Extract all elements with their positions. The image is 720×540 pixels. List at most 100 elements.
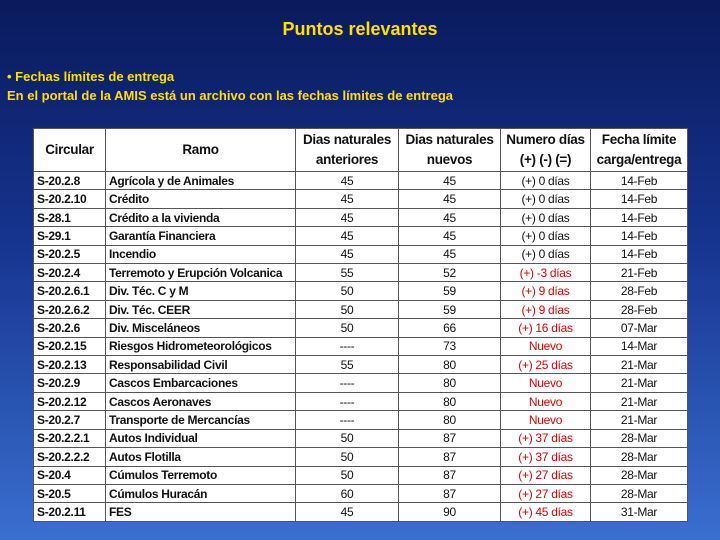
table-cell: (+) 9 días [500,281,591,301]
table-cell: S-20.2.5 [33,244,106,265]
table-cell: 45 [398,189,501,209]
table-cell: 80 [398,391,501,412]
table-cell: S-20.2.2.2 [33,447,106,467]
table-cell: 59 [398,299,501,320]
table-cell: (+) 16 días [500,318,591,338]
table-cell: 50 [295,318,399,338]
table-cell: Nuevo [500,336,591,357]
table-row: S-20.2.8 Agrícola y de Animales 45 45 (+) 0 … [33,170,688,191]
table-cell: 21-Mar [590,410,688,430]
table-row: S-20.2.11 FES 45 90 (+) 45 días 31-Mar [33,502,688,522]
table-cell: Nuevo [500,373,591,393]
table-cell: 90 [398,502,501,522]
table-cell: Garantía Financiera [105,226,296,246]
table-cell: Incendio [105,244,296,265]
table-cell: Cascos Aeronaves [105,391,296,412]
table-cell: 07-Mar [590,318,688,338]
table-cell: S-20.2.7 [33,410,106,430]
table-cell: 50 [295,299,399,320]
table-cell: ---- [295,391,399,412]
table-cell: 28-Mar [590,428,688,449]
table-row: S-20.2.12 Cascos Aeronaves ---- 80 Nuevo 21-M… [33,391,688,412]
table-cell: (+) 0 días [500,189,591,209]
table-cell: 31-Mar [590,502,688,522]
table-cell: (+) 0 días [500,170,591,191]
table-cell: (+) 0 días [500,207,591,228]
table-cell: 45 [295,170,399,191]
table-cell: 45 [398,226,501,246]
table-cell: 28-Mar [590,465,688,485]
table-cell: 14-Feb [590,207,688,228]
table-cell: 80 [398,373,501,393]
table-cell: (+) 25 días [500,355,591,375]
column-header: Fecha límite carga/entrega [590,128,688,172]
table-row: S-20.2.9 Cascos Embarcaciones ---- 80 Nuevo 2… [33,373,688,393]
table-cell: 21-Mar [590,391,688,412]
table-cell: 73 [398,336,501,357]
bullet: • Fechas límites de entrega [7,69,175,84]
table-cell: 28-Mar [590,447,688,467]
table-cell: (+) 37 días [500,428,591,449]
table-cell: 59 [398,281,501,301]
table-cell: 50 [295,428,399,449]
table-cell: S-20.2.2.1 [33,428,106,449]
table-cell: (+) 0 días [500,244,591,265]
table-cell: 80 [398,355,501,375]
table-row: S-29.1 Garantía Financiera 45 45 (+) 0 días 1… [33,226,688,246]
table-cell: ---- [295,373,399,393]
column-header: Dias naturales nuevos [398,128,501,172]
table-cell: 45 [295,226,399,246]
table-cell: S-20.2.13 [33,355,106,375]
table-cell: Crédito [105,189,296,209]
table-cell: 66 [398,318,501,338]
table-cell: 87 [398,465,501,485]
table-cell: Cúmulos Terremoto [105,465,296,485]
table-cell: 55 [295,263,399,283]
column-header: Circular [33,128,106,172]
subtitle: En el portal de la AMIS está un archivo … [7,88,453,103]
table-row: S-20.2.5 Incendio 45 45 (+) 0 días 14-Feb [33,244,688,265]
table-cell: S-20.2.10 [33,189,106,209]
table-cell: Cúmulos Huracán [105,483,296,504]
table-cell: Riesgos Hidrometeorológicos [105,336,296,357]
table-row: S-20.2.4 Terremoto y Erupción Volcanica 55… [33,263,688,283]
table-cell: S-20.2.6 [33,318,106,338]
table-cell: Agrícola y de Animales [105,170,296,191]
table-row: S-20.2.13 Responsabilidad Civil 55 80 (+) 25… [33,355,688,375]
table-cell: 87 [398,483,501,504]
table-cell: 28-Feb [590,299,688,320]
table-cell: 14-Feb [590,170,688,191]
table-row: S-28.1 Crédito a la vivienda 45 45 (+) 0 día… [33,207,688,228]
table-row: S-20.5 Cúmulos Huracán 60 87 (+) 27 días 28-M… [33,483,688,504]
table-cell: 45 [398,207,501,228]
table-cell: S-20.2.9 [33,373,106,393]
table-cell: 14-Feb [590,189,688,209]
table-cell: Autos Flotilla [105,447,296,467]
table-cell: 60 [295,483,399,504]
table-cell: Nuevo [500,410,591,430]
table-row: S-20.2.6 Div. Misceláneos 50 66 (+) 16 días 0… [33,318,688,338]
table-cell: 14-Feb [590,244,688,265]
table-cell: S-28.1 [33,207,106,228]
table-row: S-20.2.7 Transporte de Mercancías ---- 80 Nu… [33,410,688,430]
table-cell: S-20.4 [33,465,106,485]
table-cell: Div. Misceláneos [105,318,296,338]
table-cell: 14-Mar [590,336,688,357]
title: Puntos relevantes [282,19,438,39]
table-cell: 21-Mar [590,355,688,375]
table-cell: 21-Mar [590,373,688,393]
table-cell: 21-Feb [590,263,688,283]
table-cell: 28-Feb [590,281,688,301]
table-cell: (+) 0 días [500,226,591,246]
table-cell: (+) 9 días [500,299,591,320]
table-cell: Transporte de Mercancías [105,410,296,430]
table-cell: (+) 27 días [500,483,591,504]
table-cell: 45 [295,244,399,265]
header-row: Circular Ramo Dias naturales anteriores Dia… [33,128,688,172]
table-cell: (+) 37 días [500,447,591,467]
table-cell: (+) -3 días [500,263,591,283]
table-cell: 28-Mar [590,483,688,504]
column-header: Numero días (+) (-) (=) [500,128,591,172]
table-cell: S-20.2.6.2 [33,299,106,320]
